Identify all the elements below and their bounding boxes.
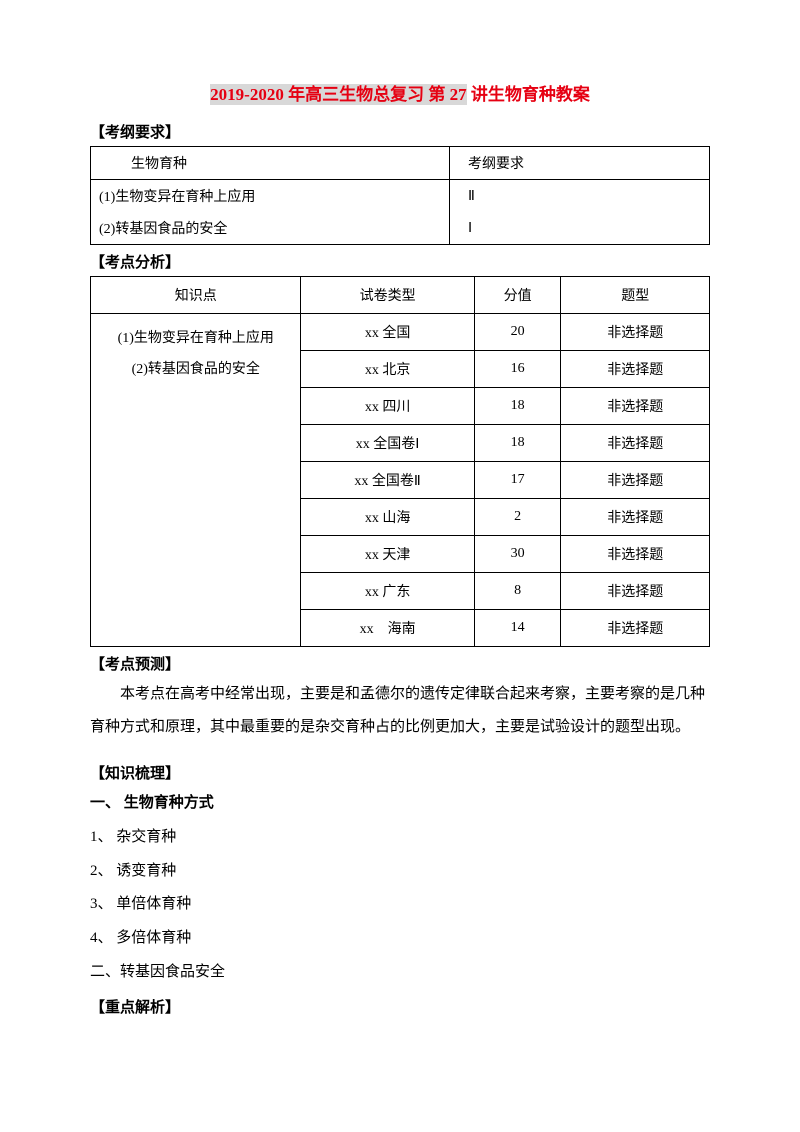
table-cell: 17	[474, 462, 561, 499]
section-heading-zhishi: 【知识梳理】	[90, 762, 710, 783]
table-cell: xx 海南	[301, 610, 474, 647]
table-cell: (2)转基因食品的安全	[91, 212, 450, 245]
exam-analysis-table: 知识点 试卷类型 分值 题型 (1)生物变异在育种上应用 (2)转基因食品的安全…	[90, 276, 710, 647]
table-cell: 18	[474, 388, 561, 425]
prediction-paragraph: 本考点在高考中经常出现，主要是和孟德尔的遗传定律联合起来考察，主要考察的是几种育…	[90, 678, 710, 744]
outline-item: 2、 诱变育种	[90, 855, 710, 889]
title-plain-segment: 讲生物育种教案	[467, 85, 590, 104]
table-row: (2)转基因食品的安全 Ⅰ	[91, 212, 710, 245]
table-cell: 非选择题	[561, 351, 710, 388]
table-cell: xx 山海	[301, 499, 474, 536]
table-row: (1)生物变异在育种上应用 Ⅱ	[91, 180, 710, 213]
table-cell: 14	[474, 610, 561, 647]
table-header: 题型	[561, 277, 710, 314]
outline-item: 3、 单倍体育种	[90, 888, 710, 922]
table-cell: Ⅱ	[450, 180, 710, 213]
document-title: 2019-2020 年高三生物总复习 第 27 讲生物育种教案	[90, 80, 710, 105]
outline-part2-title: 二、转基因食品安全	[90, 956, 710, 990]
table-header: 试卷类型	[301, 277, 474, 314]
table-cell: xx 北京	[301, 351, 474, 388]
table-cell: 非选择题	[561, 388, 710, 425]
document-page: 2019-2020 年高三生物总复习 第 27 讲生物育种教案 【考纲要求】 生…	[0, 0, 800, 1132]
outline-part1-title: 一、 生物育种方式	[90, 787, 710, 821]
table-cell: xx 全国卷Ⅱ	[301, 462, 474, 499]
table-header: 分值	[474, 277, 561, 314]
section-heading-kaodian-yuce: 【考点预测】	[90, 653, 710, 674]
table-header-left: 生物育种	[91, 147, 450, 180]
table-cell: 16	[474, 351, 561, 388]
table-cell: 非选择题	[561, 314, 710, 351]
table-cell: 非选择题	[561, 462, 710, 499]
table-cell: 非选择题	[561, 610, 710, 647]
syllabus-requirement-table: 生物育种 考纲要求 (1)生物变异在育种上应用 Ⅱ (2)转基因食品的安全 Ⅰ	[90, 146, 710, 245]
table-cell: (1)生物变异在育种上应用	[91, 180, 450, 213]
table-header: 知识点	[91, 277, 301, 314]
knowledge-point-cell: (1)生物变异在育种上应用 (2)转基因食品的安全	[91, 314, 301, 647]
outline-item: 1、 杂交育种	[90, 821, 710, 855]
kp-line: (2)转基因食品的安全	[95, 355, 296, 386]
kp-line: (1)生物变异在育种上应用	[95, 324, 296, 355]
table-cell: 非选择题	[561, 425, 710, 462]
table-cell: Ⅰ	[450, 212, 710, 245]
section-heading-kaodian-fenxi: 【考点分析】	[90, 251, 710, 272]
table-row: 生物育种 考纲要求	[91, 147, 710, 180]
table-cell: 18	[474, 425, 561, 462]
table-cell: 30	[474, 536, 561, 573]
table-cell: 非选择题	[561, 573, 710, 610]
table-cell: xx 广东	[301, 573, 474, 610]
table-cell: 非选择题	[561, 499, 710, 536]
table-cell: 非选择题	[561, 536, 710, 573]
table-cell: 20	[474, 314, 561, 351]
table-row: (1)生物变异在育种上应用 (2)转基因食品的安全 xx 全国 20 非选择题	[91, 314, 710, 351]
table-cell: xx 全国	[301, 314, 474, 351]
table-header-right: 考纲要求	[450, 147, 710, 180]
table-cell: 8	[474, 573, 561, 610]
section-heading-zhongdian: 【重点解析】	[90, 996, 710, 1017]
section-heading-kaogang: 【考纲要求】	[90, 121, 710, 142]
title-highlight-segment: 2019-2020 年高三生物总复习 第 27	[210, 84, 466, 105]
table-cell: 2	[474, 499, 561, 536]
table-cell: xx 天津	[301, 536, 474, 573]
table-cell: xx 全国卷Ⅰ	[301, 425, 474, 462]
outline-item: 4、 多倍体育种	[90, 922, 710, 956]
table-header-row: 知识点 试卷类型 分值 题型	[91, 277, 710, 314]
table-cell: xx 四川	[301, 388, 474, 425]
